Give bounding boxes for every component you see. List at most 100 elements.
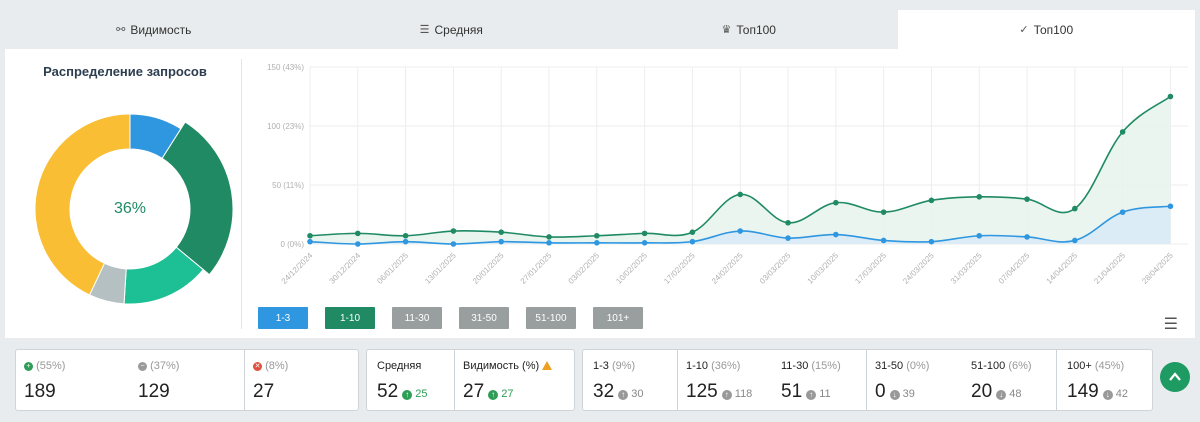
x-tick-label: 17/03/2025 [853,251,888,286]
x-tick-label: 03/02/2025 [567,251,602,286]
x-tick-label: 24/03/2025 [901,251,936,286]
donut-center-value: 36% [113,200,147,217]
data-point[interactable] [785,219,791,226]
visibility-value: 27 [463,381,485,402]
x-tick-label: 06/01/2025 [375,251,410,286]
data-point[interactable] [833,199,839,206]
tab-top100-check[interactable]: ✓ Топ100 [897,10,1195,49]
data-point[interactable] [498,229,505,235]
x-tick-label: 03/03/2025 [758,251,793,286]
range-button-101-plus[interactable]: 101+ [593,307,643,329]
data-point[interactable] [689,238,696,245]
donut-slice[interactable] [161,121,234,276]
warning-icon[interactable] [542,361,553,370]
tab-visibility[interactable]: ⚯ Видимость [5,10,303,49]
data-point[interactable] [355,230,361,237]
arrow-down-icon: ↓ [889,390,900,400]
data-point[interactable] [546,234,552,240]
arrow-up-icon: ↑ [806,390,817,400]
scroll-to-top-button[interactable] [1160,362,1190,392]
divider [677,350,678,410]
data-point[interactable] [355,241,361,247]
range-button-11-30[interactable]: 11-30 [392,307,442,329]
y-tick-label: 50 (11%) [272,181,304,190]
data-point[interactable] [833,231,839,238]
data-point[interactable] [402,238,409,245]
data-point[interactable] [737,191,744,198]
data-point[interactable] [1119,129,1126,135]
divider [241,59,242,329]
x-tick-label: 10/03/2025 [806,251,841,286]
data-point[interactable] [1119,209,1126,215]
tab-label: Видимость [130,22,192,37]
stat-visibility: Видимость (%) 27 ↑ 27 [455,350,575,410]
stats-bar: + (55%) 189 − (37%) 129 ✕ (8%) 27 Средня… [0,338,1200,422]
x-tick-label: 24/12/2024 [280,251,315,286]
data-point[interactable] [546,240,552,246]
data-point[interactable] [1024,234,1030,240]
divider [454,350,455,410]
arrow-up-icon: ↑ [721,390,732,400]
down-icon: ✕ [253,362,262,371]
stat-down: ✕ (8%) 27 [253,360,289,402]
data-point[interactable] [976,232,983,239]
stat-range-51-100: 51-100 (6%) 20 ↓ 48 [971,360,1032,402]
y-tick-label: 0 (0%) [280,240,304,249]
data-point[interactable] [1167,93,1174,100]
crown-icon: ♛ [721,24,732,36]
data-point[interactable] [1167,203,1174,210]
data-point[interactable] [880,237,887,244]
data-point[interactable] [1024,196,1030,202]
data-point[interactable] [594,232,600,239]
arrow-up-icon: ↑ [402,390,413,400]
stat-up-value: 189 [24,381,56,402]
data-point[interactable] [307,232,313,239]
data-point[interactable] [928,238,935,245]
data-point[interactable] [785,235,791,241]
data-point[interactable] [594,240,600,246]
x-tick-label: 30/12/2024 [328,251,363,286]
average-value: 52 [377,381,399,402]
range-button-31-50[interactable]: 31-50 [459,307,509,329]
x-tick-label: 13/01/2025 [423,251,458,286]
tab-top100[interactable]: ♛ Топ100 [600,10,898,49]
data-point[interactable] [689,229,696,235]
distribution-panel: Распределение запросов 36% 0 (0%) 50 (11%… [5,49,1195,338]
x-tick-label: 21/04/2025 [1092,251,1127,286]
tab-average[interactable]: ☰ Средняя [303,10,601,49]
arrow-up-icon: ↑ [488,390,499,400]
stat-down-value: 27 [253,381,275,402]
data-point[interactable] [1072,205,1078,212]
range-filter: 1-3 1-10 11-30 31-50 51-100 101+ [258,307,643,329]
range-button-1-10[interactable]: 1-10 [325,307,375,329]
x-tick-label: 28/04/2025 [1140,251,1175,286]
data-point[interactable] [976,194,983,200]
average-visibility-card: Средняя 52 ↑ 25 Видимость (%) 27 ↑ 27 [366,349,575,411]
range-button-51-100[interactable]: 51-100 [526,307,576,329]
data-point[interactable] [307,238,313,245]
stat-range-11-30: 11-30 (15%) 51 ↑ 11 [781,360,841,402]
stat-same: − (37%) 129 [138,360,180,402]
x-tick-label: 31/03/2025 [949,251,984,286]
hamburger-menu-icon[interactable]: ☰ [1163,316,1178,333]
data-point[interactable] [450,228,457,234]
chevron-up-icon [1169,372,1181,381]
data-point[interactable] [928,197,935,204]
stat-range-100-plus: 100+ (45%) 149 ↓ 42 [1067,360,1129,402]
plus-icon: + [24,362,33,371]
range-button-1-3[interactable]: 1-3 [258,307,308,329]
data-point[interactable] [737,228,744,234]
data-point[interactable] [498,238,505,245]
donut-slice[interactable] [34,113,131,296]
data-point[interactable] [402,232,409,239]
data-point[interactable] [450,241,457,247]
x-tick-label: 07/04/2025 [997,251,1032,286]
data-point[interactable] [641,230,648,237]
series-area [310,206,1171,244]
glasses-icon: ⚯ [116,24,126,36]
data-point[interactable] [1072,237,1078,244]
data-point[interactable] [641,240,648,246]
data-point[interactable] [880,209,887,215]
tab-label: Средняя [434,22,483,37]
x-tick-label: 14/04/2025 [1045,251,1080,286]
